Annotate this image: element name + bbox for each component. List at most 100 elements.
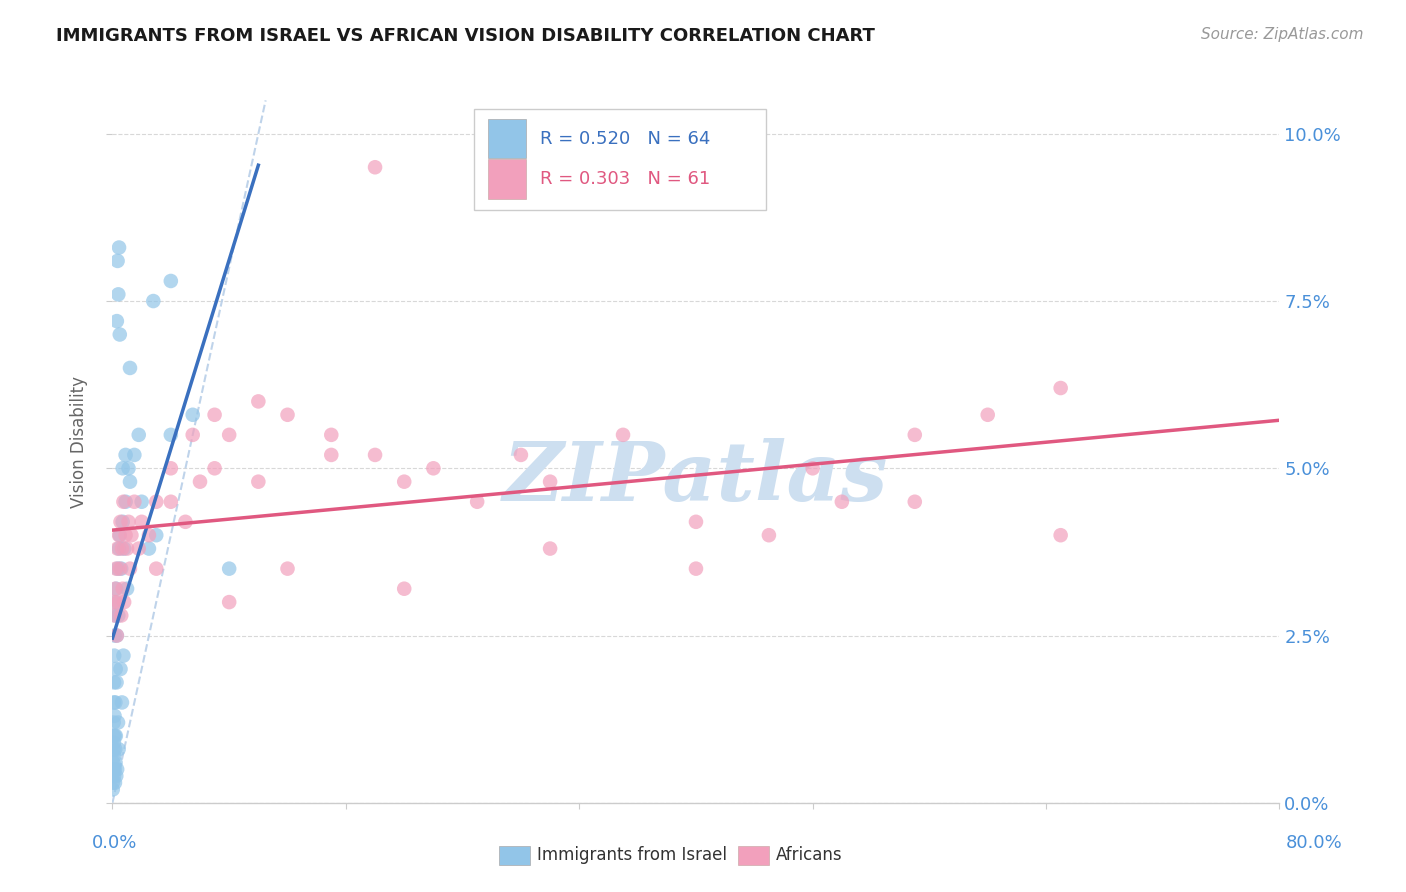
Point bbox=[115, 582, 138, 596]
Point bbox=[107, 541, 129, 556]
Point bbox=[160, 461, 183, 475]
Point bbox=[104, 756, 127, 770]
Point bbox=[104, 628, 127, 642]
Point bbox=[110, 608, 132, 623]
Point bbox=[118, 562, 141, 576]
Point bbox=[138, 528, 160, 542]
Text: Source: ZipAtlas.com: Source: ZipAtlas.com bbox=[1201, 27, 1364, 42]
Point bbox=[108, 541, 131, 556]
Point bbox=[107, 254, 129, 268]
Point bbox=[181, 427, 204, 442]
Point bbox=[218, 595, 240, 609]
Point bbox=[115, 541, 138, 556]
Point bbox=[104, 776, 127, 790]
Point bbox=[538, 541, 561, 556]
Point bbox=[103, 715, 125, 730]
Point bbox=[114, 528, 136, 542]
Point bbox=[111, 582, 134, 596]
Point bbox=[110, 662, 132, 676]
Point bbox=[685, 562, 707, 576]
Text: R = 0.303   N = 61: R = 0.303 N = 61 bbox=[540, 170, 710, 188]
Point bbox=[904, 494, 927, 508]
Point bbox=[117, 515, 139, 529]
Point bbox=[104, 696, 127, 710]
Bar bbox=[488, 159, 526, 199]
Point bbox=[104, 608, 127, 623]
Point bbox=[103, 735, 125, 749]
Point bbox=[104, 662, 127, 676]
Point bbox=[105, 582, 128, 596]
Point bbox=[111, 541, 134, 556]
Point bbox=[124, 448, 146, 462]
Point bbox=[1049, 528, 1071, 542]
Point bbox=[103, 756, 125, 770]
Point bbox=[108, 240, 131, 255]
Point bbox=[131, 515, 153, 529]
Point bbox=[103, 769, 125, 783]
Text: R = 0.520   N = 64: R = 0.520 N = 64 bbox=[540, 130, 710, 148]
Point bbox=[758, 528, 780, 542]
Point bbox=[160, 274, 183, 288]
Point bbox=[105, 562, 128, 576]
Point bbox=[160, 494, 183, 508]
Point bbox=[107, 287, 129, 301]
Point bbox=[114, 494, 136, 508]
Point bbox=[145, 494, 167, 508]
Point bbox=[394, 475, 416, 489]
Point bbox=[277, 562, 299, 576]
Point bbox=[107, 715, 129, 730]
Text: IMMIGRANTS FROM ISRAEL VS AFRICAN VISION DISABILITY CORRELATION CHART: IMMIGRANTS FROM ISRAEL VS AFRICAN VISION… bbox=[56, 27, 875, 45]
Point bbox=[103, 708, 125, 723]
Point bbox=[103, 675, 125, 690]
Point bbox=[181, 408, 204, 422]
Point bbox=[128, 541, 150, 556]
Point bbox=[364, 161, 387, 175]
Point bbox=[422, 461, 444, 475]
Point bbox=[103, 749, 125, 764]
Point bbox=[111, 696, 134, 710]
Point bbox=[104, 742, 127, 756]
Point bbox=[108, 327, 131, 342]
Point bbox=[104, 595, 127, 609]
Point bbox=[188, 475, 211, 489]
Point bbox=[801, 461, 824, 475]
Point bbox=[218, 562, 240, 576]
Point bbox=[101, 762, 124, 776]
Point bbox=[118, 361, 141, 376]
Point bbox=[103, 742, 125, 756]
Point bbox=[128, 427, 150, 442]
Point bbox=[105, 628, 128, 642]
Point bbox=[104, 729, 127, 743]
Point bbox=[107, 608, 129, 623]
Point bbox=[105, 628, 128, 642]
Point bbox=[108, 528, 131, 542]
Point bbox=[204, 408, 226, 422]
Point bbox=[103, 696, 125, 710]
Point bbox=[117, 461, 139, 475]
Point bbox=[131, 494, 153, 508]
Point bbox=[142, 293, 165, 308]
Point bbox=[111, 515, 134, 529]
Text: Africans: Africans bbox=[776, 847, 842, 864]
Point bbox=[145, 562, 167, 576]
Point bbox=[685, 515, 707, 529]
Point bbox=[105, 675, 128, 690]
Point bbox=[104, 729, 127, 743]
Point bbox=[104, 762, 127, 776]
Point bbox=[831, 494, 853, 508]
Point bbox=[277, 408, 299, 422]
Point bbox=[110, 515, 132, 529]
Point bbox=[107, 562, 129, 576]
Point bbox=[465, 494, 488, 508]
Text: 80.0%: 80.0% bbox=[1286, 834, 1343, 852]
Point bbox=[321, 448, 343, 462]
Point bbox=[101, 782, 124, 797]
Point bbox=[105, 314, 128, 328]
Point bbox=[976, 408, 998, 422]
Point bbox=[107, 742, 129, 756]
Text: Immigrants from Israel: Immigrants from Israel bbox=[537, 847, 727, 864]
Y-axis label: Vision Disability: Vision Disability bbox=[70, 376, 89, 508]
Point bbox=[160, 427, 183, 442]
Bar bbox=[488, 119, 526, 158]
Point bbox=[120, 528, 142, 542]
